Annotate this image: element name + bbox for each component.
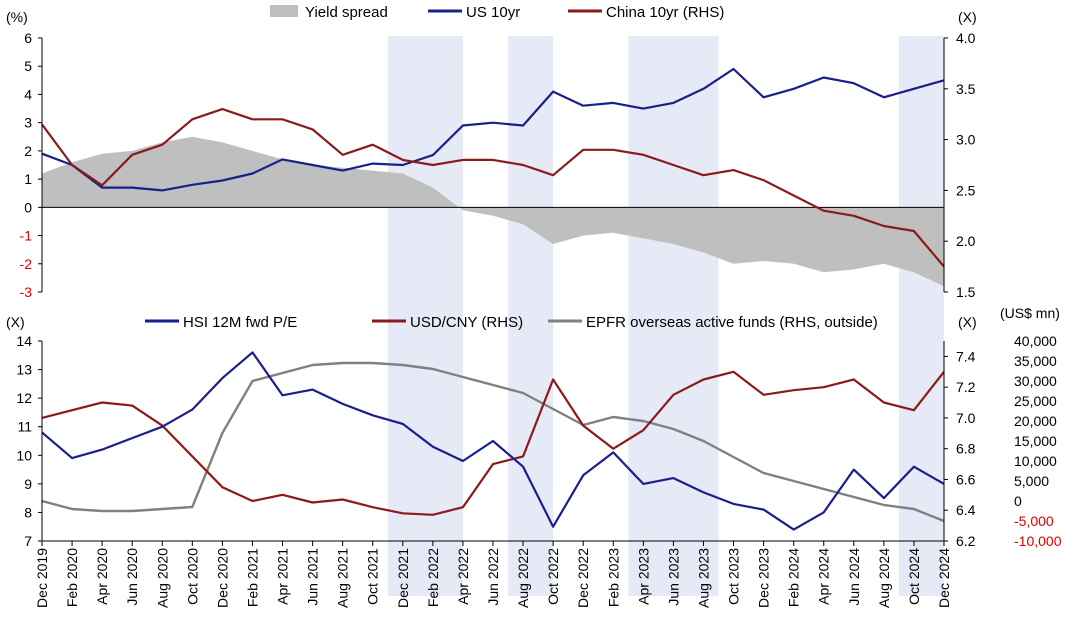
x-tick-label: Aug 2021	[335, 548, 351, 608]
x-tick-label: Apr 2024	[816, 548, 832, 605]
bottom-left-tick-label: 10	[16, 447, 32, 463]
x-tick-label: Jun 2021	[305, 548, 321, 606]
x-tick-label: Aug 2024	[876, 548, 892, 608]
bottom-outside-tick-label: 10,000	[1014, 453, 1057, 469]
x-tick-label: Feb 2024	[786, 548, 802, 607]
bottom-left-tick-label: 14	[16, 333, 32, 349]
bottom-right-tick-label: 7.2	[956, 379, 976, 395]
top-left-unit: (%)	[6, 9, 28, 25]
shaded-period-3	[628, 36, 719, 596]
top-right-tick-label: 2.5	[956, 182, 976, 198]
x-tick-label: Dec 2021	[395, 548, 411, 608]
x-tick-label: Apr 2020	[94, 548, 110, 605]
x-tick-label: Aug 2022	[515, 548, 531, 608]
x-tick-label: Dec 2023	[756, 548, 772, 608]
top-right-unit: (X)	[958, 9, 977, 25]
bottom-left-tick-label: 11	[17, 419, 32, 435]
bottom-left-tick-label: 8	[24, 504, 32, 520]
bottom-right-tick-label: 6.4	[956, 502, 976, 518]
legend-label-hsi-pe: HSI 12M fwd P/E	[183, 314, 297, 331]
x-tick-label: Aug 2020	[154, 548, 170, 608]
x-tick-label: Jun 2022	[485, 548, 501, 606]
x-tick-label: Apr 2021	[275, 548, 291, 605]
bottom-outside-tick-label: 35,000	[1014, 353, 1057, 369]
shaded-period-1	[387, 36, 463, 596]
bottom-outside-tick-label: 20,000	[1014, 413, 1057, 429]
x-tick-label: Dec 2024	[936, 548, 952, 608]
x-tick-label: Dec 2022	[575, 548, 591, 608]
bottom-outside-tick-label: 25,000	[1014, 393, 1057, 409]
bottom-outside-tick-label: 0	[1014, 493, 1022, 509]
top-right-tick-label: 3.0	[956, 132, 976, 148]
top-right-tick-label: 1.5	[956, 284, 976, 300]
bottom-right-tick-label: 6.6	[956, 471, 976, 487]
series-line-hsi-pe	[41, 351, 945, 531]
x-tick-label: Feb 2020	[64, 548, 80, 607]
x-tick-label: Dec 2019	[34, 548, 50, 608]
top-right-tick-label: 3.5	[956, 81, 976, 97]
bottom-left-tick-label: 12	[16, 390, 32, 406]
x-tick-label: Feb 2023	[605, 548, 621, 607]
bottom-left-tick-label: 7	[24, 533, 32, 549]
legend-swatch-yield-spread	[270, 5, 298, 17]
bottom-right-tick-label: 7.0	[956, 410, 976, 426]
bottom-left-tick-label: 9	[24, 476, 32, 492]
legend-label-yield-spread: Yield spread	[305, 4, 388, 21]
top-right-tick-label: 4.0	[956, 30, 976, 46]
x-tick-label: Oct 2020	[184, 548, 200, 605]
bottom-outside-tick-label: -5,000	[1014, 513, 1054, 529]
series-area-yield-spread	[42, 136, 944, 287]
x-tick-label: Oct 2024	[906, 548, 922, 605]
x-tick-label: Jun 2024	[846, 548, 862, 606]
top-left-tick-label: 6	[24, 30, 32, 46]
bottom-right-tick-label: 6.2	[956, 533, 976, 549]
bottom-outside-tick-label: -10,000	[1014, 533, 1062, 549]
bottom-right-tick-label: 7.4	[956, 348, 976, 364]
top-left-tick-label: 3	[24, 115, 32, 131]
x-tick-label: Apr 2023	[635, 548, 651, 605]
x-tick-label: Oct 2023	[726, 548, 742, 605]
legend-label-usd-cny: USD/CNY (RHS)	[410, 314, 523, 331]
shaded-period-2	[508, 36, 554, 596]
series-line-china-10yr	[41, 108, 945, 268]
bottom-right-unit: (X)	[958, 314, 977, 330]
top-left-tick-label: 0	[24, 199, 32, 215]
top-left-tick-label: 4	[24, 86, 32, 102]
legend-label-china-10yr: China 10yr (RHS)	[606, 4, 724, 21]
x-tick-label: Oct 2021	[365, 548, 381, 605]
series-line-epfr-funds	[41, 361, 945, 523]
top-left-tick-label: 1	[24, 171, 32, 187]
series-line-us-10yr	[41, 67, 945, 192]
bottom-outside-tick-label: 40,000	[1014, 333, 1057, 349]
shaded-period-4	[898, 36, 944, 596]
x-tick-label: Oct 2022	[545, 548, 561, 605]
top-left-tick-label: 2	[24, 143, 32, 159]
bottom-right-tick-label: 6.8	[956, 441, 976, 457]
legend-label-us-10yr: US 10yr	[466, 4, 520, 21]
x-tick-label: Jun 2020	[124, 548, 140, 606]
top-right-tick-label: 2.0	[956, 233, 976, 249]
x-tick-label: Jun 2023	[665, 548, 681, 606]
bottom-outside-tick-label: 30,000	[1014, 373, 1057, 389]
bottom-outside-tick-label: 15,000	[1014, 433, 1057, 449]
bottom-outside-unit: (US$ mn)	[1000, 305, 1060, 321]
bottom-outside-tick-label: 5,000	[1014, 473, 1049, 489]
bottom-left-unit: (X)	[6, 314, 25, 330]
x-tick-label: Apr 2022	[455, 548, 471, 605]
x-tick-label: Feb 2021	[244, 548, 260, 607]
top-left-tick-label: 5	[24, 58, 32, 74]
bottom-left-tick-label: 13	[16, 362, 32, 378]
x-tick-label: Feb 2022	[425, 548, 441, 607]
top-left-tick-label: -2	[20, 256, 33, 272]
x-tick-label: Aug 2023	[695, 548, 711, 608]
top-left-tick-label: -3	[20, 284, 33, 300]
series-line-usd-cny	[41, 370, 945, 516]
legend-label-epfr: EPFR overseas active funds (RHS, outside…	[586, 314, 878, 331]
x-tick-label: Dec 2020	[214, 548, 230, 608]
top-left-tick-label: -1	[20, 228, 33, 244]
